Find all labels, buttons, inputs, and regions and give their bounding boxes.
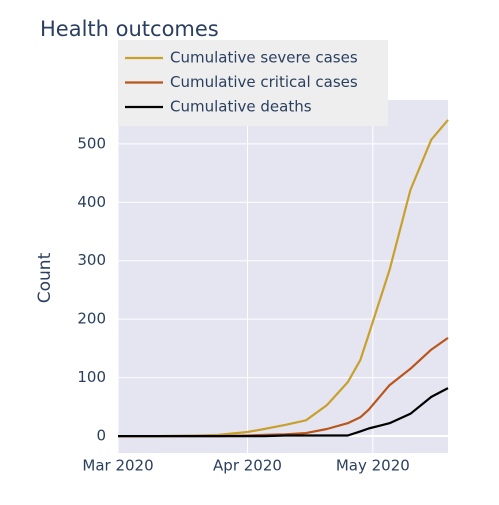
lines <box>118 119 449 438</box>
legend: Cumulative severe cases Cumulative critic… <box>118 40 388 126</box>
y-axis-label: Count <box>35 252 55 303</box>
y-tick-label: 300 <box>77 251 106 269</box>
series-line <box>118 387 449 438</box>
y-tick-label: 500 <box>77 134 106 152</box>
grid <box>117 100 448 453</box>
plot-area <box>118 100 448 453</box>
y-tick-label: 100 <box>77 368 106 386</box>
x-tick-label: May 2020 <box>336 457 410 475</box>
y-tick-label: 400 <box>77 193 106 211</box>
legend-label: Cumulative deaths <box>170 98 312 116</box>
x-tick-label: Apr 2020 <box>213 457 282 475</box>
y-tick-label: 200 <box>77 310 106 328</box>
chart-title: Health outcomes <box>40 17 219 41</box>
legend-label: Cumulative critical cases <box>170 73 358 91</box>
x-tick-label: Mar 2020 <box>82 457 153 475</box>
y-tick-label: 0 <box>96 427 106 445</box>
legend-label: Cumulative severe cases <box>170 49 358 67</box>
